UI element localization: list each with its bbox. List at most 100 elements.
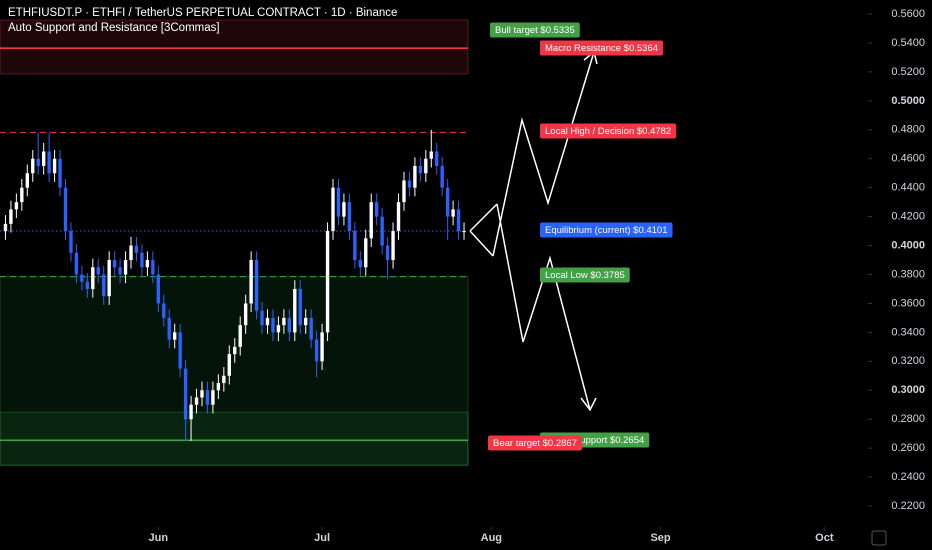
candle-body (9, 209, 13, 224)
candle-body (91, 267, 95, 289)
candle-body (456, 209, 461, 232)
candle-body (293, 288, 297, 333)
candle-body (243, 303, 248, 326)
candle-body (358, 260, 362, 268)
projection-line (469, 230, 494, 257)
candle-body (325, 231, 330, 333)
candle-body (304, 317, 308, 326)
candle-body (118, 267, 122, 275)
y-tick-label: 0.3800 (891, 268, 925, 280)
candle-body (167, 317, 171, 340)
candle-body (107, 260, 111, 297)
candle-body (25, 173, 29, 188)
candle-body (402, 180, 406, 203)
zone (0, 276, 469, 466)
y-tick-label: 0.4600 (891, 153, 925, 165)
candle-body (309, 317, 313, 340)
candle-body (112, 260, 117, 268)
candle-body (129, 245, 133, 261)
candle-body (451, 209, 455, 217)
candle-body (85, 281, 90, 289)
candle-body (172, 332, 177, 340)
candle-body (282, 317, 286, 326)
label-box (490, 22, 580, 38)
label-text: Bull target $0.5335 (495, 25, 575, 36)
candle-body (31, 158, 35, 174)
zone (0, 19, 469, 75)
y-tick-label: 0.3000 (891, 384, 925, 396)
candle-body (380, 216, 384, 246)
candle-body (435, 151, 439, 166)
y-tick-label: 0.4000 (891, 239, 925, 251)
candle-body (445, 187, 450, 217)
candle-body (424, 158, 428, 174)
candle-body (178, 332, 182, 369)
candle-body (298, 288, 302, 326)
label-text: Bear target $0.2867 (493, 438, 577, 449)
y-tick-label: 0.4200 (891, 211, 925, 223)
candle-body (189, 404, 193, 420)
candle-body (74, 252, 79, 275)
x-tick-label: Aug (481, 532, 502, 544)
candle-body (96, 267, 100, 275)
candle-body (58, 158, 62, 188)
candle-body (3, 223, 8, 232)
candle-body (353, 231, 357, 261)
y-tick-label: 0.5600 (891, 8, 925, 20)
candle-body (140, 252, 144, 268)
label-box (540, 123, 677, 139)
candle-body (205, 390, 210, 405)
chart-title: ETHFIUSDT.P · ETHFI / TetherUS PERPETUAL… (8, 7, 397, 19)
candle-body (462, 231, 466, 233)
level-label: Local Low $0.3785 (540, 267, 630, 283)
candle-body (20, 187, 24, 203)
label-text: Macro Support $0.2654 (545, 435, 644, 446)
bear-arrowhead (580, 397, 597, 412)
candle-body (63, 187, 68, 232)
y-tick-label: 0.5000 (891, 95, 925, 107)
candle-body (385, 245, 390, 261)
candle-body (41, 151, 46, 166)
candle-body (347, 202, 352, 232)
y-tick-label: 0.2600 (891, 442, 925, 454)
x-tick-label: Oct (815, 532, 834, 544)
y-tick-label: 0.3600 (891, 297, 925, 309)
candle-body (364, 238, 368, 268)
candle-body (194, 397, 199, 405)
label-text: Equilibrium (current) $0.4101 (545, 225, 668, 236)
axes: 0.2200 0.2400 0.2600 0.2800 0.3000 0.3200 0.34… (149, 0, 932, 550)
candle-body (102, 274, 106, 297)
candle-body (276, 325, 281, 333)
y-tick-label: 0.5200 (891, 66, 925, 78)
x-tick-label: Sep (650, 532, 670, 544)
candle-body (407, 180, 412, 188)
candle-body (314, 339, 319, 362)
candle-body (336, 187, 341, 217)
y-tick-label: 0.5400 (891, 37, 925, 49)
zone (0, 411, 469, 466)
candle-body (216, 383, 221, 391)
candle-body (342, 202, 346, 217)
candle-body (52, 158, 57, 174)
level-label: Local High / Decision $0.4782 (540, 123, 677, 139)
y-tick-label: 0.2400 (891, 471, 925, 483)
y-tick-label: 0.4800 (891, 124, 925, 136)
candle-body (391, 231, 395, 261)
y-tick-label: 0.3400 (891, 326, 925, 338)
label-text: Local Low $0.3785 (545, 270, 625, 281)
candle-body (123, 260, 128, 275)
indicator-name: Auto Support and Resistance [3Commas] (8, 22, 220, 34)
bear-path (496, 203, 591, 411)
y-tick-label: 0.3200 (891, 355, 925, 367)
candle-body (211, 390, 215, 405)
x-tick-label: Jun (149, 532, 169, 544)
level-label: Macro Resistance $0.5364 (540, 40, 664, 56)
candle-body (265, 317, 270, 326)
y-tick-label: 0.2800 (891, 413, 925, 425)
level-label: Equilibrium (current) $0.4101 (540, 222, 673, 238)
candle-body (260, 310, 264, 326)
settings-icon[interactable] (871, 530, 887, 546)
candle-body (227, 354, 231, 376)
